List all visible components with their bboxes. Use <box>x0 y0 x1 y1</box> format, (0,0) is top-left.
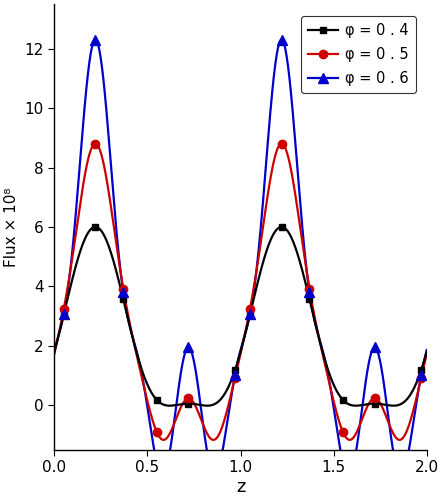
φ = 0 . 6 <box>279 37 284 43</box>
φ = 0 . 5 <box>154 429 159 435</box>
Y-axis label: Flux × 10⁸: Flux × 10⁸ <box>4 187 19 266</box>
φ = 0 . 6 <box>232 372 237 378</box>
φ = 0 . 4 <box>307 296 312 302</box>
φ = 0 . 5 <box>61 306 66 312</box>
φ = 0 . 5 <box>186 396 191 402</box>
φ = 0 . 4 <box>232 367 237 373</box>
φ = 0 . 6 <box>61 312 66 318</box>
φ = 0 . 6 <box>154 460 159 466</box>
φ = 0 . 6 <box>340 460 346 466</box>
φ = 0 . 4 <box>340 397 346 403</box>
Legend: φ = 0 . 4, φ = 0 . 5, φ = 0 . 6: φ = 0 . 4, φ = 0 . 5, φ = 0 . 6 <box>301 16 416 93</box>
φ = 0 . 4 <box>120 296 126 302</box>
X-axis label: z: z <box>236 478 245 496</box>
φ = 0 . 6 <box>186 344 191 350</box>
φ = 0 . 5 <box>232 375 237 381</box>
φ = 0 . 4 <box>279 224 284 230</box>
φ = 0 . 5 <box>120 286 126 292</box>
φ = 0 . 6 <box>93 37 98 43</box>
φ = 0 . 6 <box>120 290 126 296</box>
φ = 0 . 4 <box>247 312 253 318</box>
φ = 0 . 6 <box>372 344 377 350</box>
Line: φ = 0 . 6: φ = 0 . 6 <box>59 35 426 468</box>
φ = 0 . 5 <box>93 140 98 146</box>
φ = 0 . 5 <box>419 375 424 381</box>
Line: φ = 0 . 4: φ = 0 . 4 <box>60 224 425 407</box>
φ = 0 . 4 <box>372 400 377 406</box>
φ = 0 . 4 <box>154 397 159 403</box>
φ = 0 . 5 <box>372 396 377 402</box>
φ = 0 . 6 <box>419 372 424 378</box>
φ = 0 . 5 <box>307 286 312 292</box>
φ = 0 . 4 <box>186 400 191 406</box>
φ = 0 . 5 <box>279 140 284 146</box>
φ = 0 . 5 <box>340 429 346 435</box>
φ = 0 . 4 <box>419 367 424 373</box>
φ = 0 . 6 <box>247 312 253 318</box>
φ = 0 . 4 <box>61 312 66 318</box>
Line: φ = 0 . 5: φ = 0 . 5 <box>59 140 425 436</box>
φ = 0 . 4 <box>93 224 98 230</box>
φ = 0 . 5 <box>247 306 253 312</box>
φ = 0 . 6 <box>307 290 312 296</box>
